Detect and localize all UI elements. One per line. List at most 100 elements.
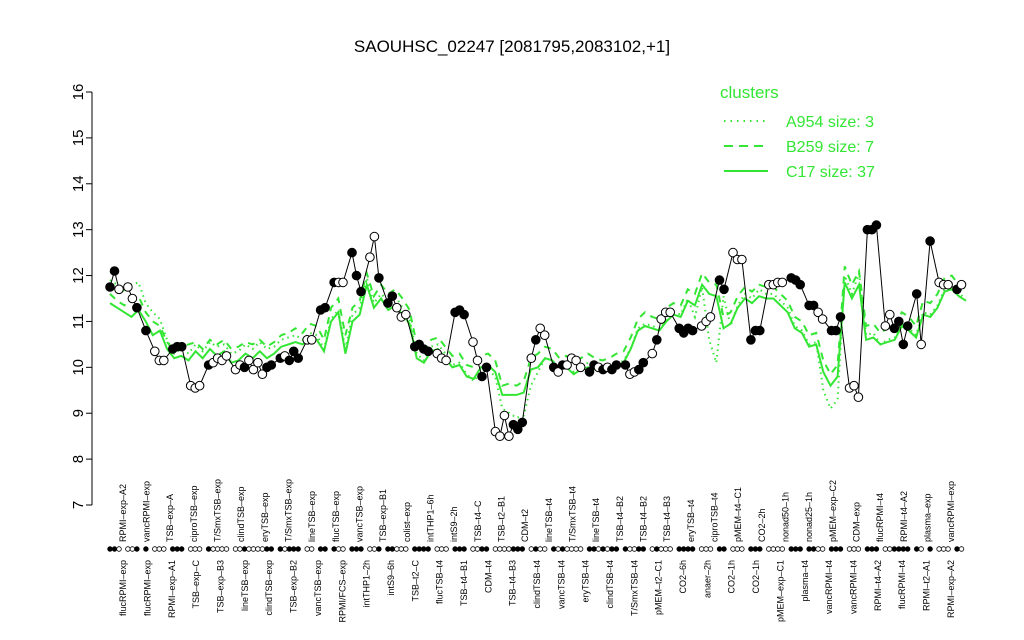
rug-mark [210,546,216,552]
x-tick-label: vancTSB–exp [313,560,323,616]
rug-mark [559,546,566,552]
data-point [849,380,859,391]
data-point [535,323,546,334]
rug-mark [591,546,597,552]
rug-mark [304,546,310,552]
data-point [441,355,451,366]
rug-mark [537,546,543,552]
data-point [620,360,631,370]
y-axis: 7 8 9 10 11 12 13 14 15 16 [70,84,93,509]
data-point [911,289,922,299]
x-tick-label: ciproTSB–t4 [710,492,720,542]
x-tick-label: intS9–6h [386,560,396,596]
x-tick-label: pMEM–t4–C1 [733,487,743,542]
rug-mark [286,546,292,552]
x-tick-label: TSB–t2–C [410,560,420,602]
rug-mark [483,546,490,552]
x-tick-label: RPMI–exp–A2 [118,484,128,542]
data-point [889,323,900,334]
rug-mark [425,546,431,552]
rug-mark [533,546,539,552]
rug-mark [627,546,633,552]
rug-mark [510,546,517,552]
rug-mark [819,546,826,552]
x-tick-label: colist–exp [402,502,412,542]
rug-mark [456,546,463,552]
legend-label: C17 size: 37 [786,164,875,181]
x-tick-label: intS9–2h [449,506,459,542]
rug-mark [757,546,763,552]
rug-mark [828,546,835,552]
rug-mark [331,546,337,552]
data-point [584,367,595,377]
rug-mark [676,546,682,552]
rug-mark [542,546,548,552]
rug-mark [340,546,346,552]
rug-mark [501,546,508,552]
data-point [853,392,864,403]
rug-mark [385,546,391,552]
rug-mark [161,546,167,552]
rug-mark [600,546,606,552]
data-point [150,346,160,357]
rug-mark [882,546,888,552]
rug-mark [689,546,696,552]
data-point [943,279,953,290]
rug-mark [631,546,638,552]
data-point [477,371,487,382]
x-tick-label: nonad50–1h [781,492,791,542]
rug-mark [232,546,239,552]
data-point [392,302,402,313]
rug-mark [707,546,714,552]
data-point [365,252,375,263]
rug-mark [156,546,162,552]
rug-mark [178,546,185,552]
main-series [105,220,967,442]
y-tick-label: 9 [70,409,87,417]
cluster-line-B259 [109,266,967,387]
rug-mark [663,546,669,552]
rug-mark [806,546,812,552]
rug-mark [788,546,794,552]
rug-mark [250,546,257,552]
data-point [737,254,747,265]
y-tick-label: 14 [70,175,87,192]
data-point [894,316,904,327]
data-point [817,314,828,324]
rug-mark [143,546,149,552]
data-point [459,309,469,320]
rug-mark [739,546,745,552]
x-tick-label: clindTSB–t4 [605,560,615,609]
data-point [499,410,510,421]
x-tick-label: vancRPMI–exp [142,481,152,542]
x-tick-label: pMEM–t2–C1 [654,560,664,615]
rug-mark [264,546,270,552]
rug-mark [474,546,481,552]
x-tick-label: flucTSB–t4 [435,560,445,604]
data-point [885,309,895,320]
rug-mark [613,546,620,552]
data-point [423,346,434,357]
rug-mark [766,546,772,552]
data-point [347,247,357,258]
rug-mark [371,546,378,552]
rug-mark [918,546,924,552]
data-point [575,362,586,373]
data-point [293,353,304,364]
x-tick-label: RPMI/FCS–exp [337,560,347,623]
x-tick-label: CDM–exp [852,502,862,542]
x-tick-label: T/SmxTSB–t4 [568,486,578,542]
x-tick-label: intTHP1–6h [426,494,436,542]
x-tick-label: eryTSB–exp [260,492,270,542]
x-tick-label: TSB–t2–B1 [497,496,507,542]
rug-mark [900,546,906,552]
rug-mark [734,546,741,552]
rug-mark [358,546,364,552]
cluster-line-A954 [109,272,967,419]
rug-mark [349,546,355,552]
data-point [956,279,967,290]
data-point [808,300,819,311]
rug-mark [837,546,844,552]
data-point [495,431,505,442]
rug-mark [111,546,118,552]
